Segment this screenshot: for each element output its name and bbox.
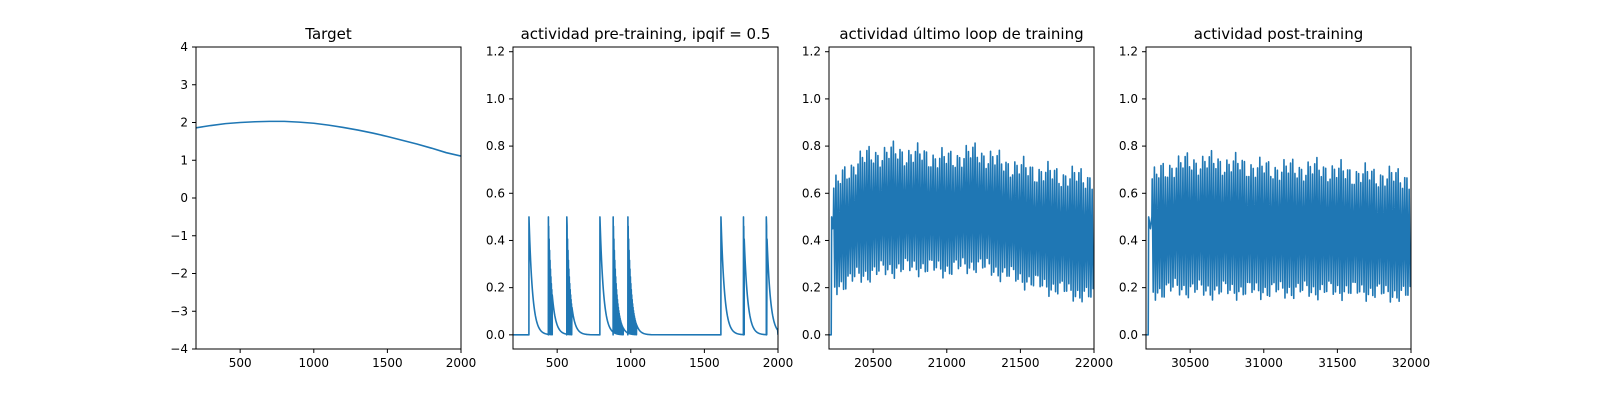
axes-frame [512,46,779,350]
y-tick-label: 0.8 [1119,139,1138,153]
y-tick-label: 0.2 [486,281,505,295]
y-tick-label: 3 [180,78,188,92]
x-tick-label: 30500 [1171,356,1209,370]
y-tick-label: 0.6 [802,186,821,200]
y-tick-label: 0.4 [1119,233,1138,247]
y-tick-label: 0.4 [486,233,505,247]
y-tick-label: 0.2 [1119,281,1138,295]
subplot-title: actividad pre-training, ipqif = 0.5 [521,25,771,43]
x-tick-label: 31000 [1245,356,1283,370]
subplot-panel-1: Target 500 1000 1500 2000 −4 −3 −2 −1 0 1 2 3 4 [170,25,476,370]
y-tick-label: 0.0 [486,328,505,342]
subplot-panel-4: actividad post-training 30500 31000 31500 32… [1119,25,1430,370]
y-tick-label: 4 [180,40,188,54]
series-line [196,120,461,157]
axes-frame [828,46,1095,350]
x-tick-label: 31500 [1318,356,1356,370]
y-tick-label: 0.0 [1119,328,1138,342]
subplot-panel-2: actividad pre-training, ipqif = 0.5 500 10… [486,25,793,370]
y-tick-label: 0.8 [802,139,821,153]
y-tick-label: 0.4 [802,233,821,247]
x-tick-label: 500 [546,356,569,370]
x-tick-label: 1000 [299,356,330,370]
y-tick-label: 1 [180,153,188,167]
series-line [829,140,1094,336]
y-tick-label: 0.6 [486,186,505,200]
axes-frame [1145,46,1412,350]
y-tick-label: 0 [180,191,188,205]
x-tick-label: 1500 [689,356,720,370]
y-tick-label: 1.0 [486,92,505,106]
y-tick-label: 0.2 [802,281,821,295]
y-tick-label: −3 [170,304,188,318]
y-tick-label: 0.8 [486,139,505,153]
x-tick-label: 1500 [372,356,403,370]
y-tick-label: −2 [170,267,188,281]
x-tick-label: 2000 [763,356,794,370]
y-tick-label: 1.0 [1119,92,1138,106]
subplot-title: actividad post-training [1194,25,1363,43]
x-tick-label: 21000 [928,356,966,370]
y-tick-label: 0.6 [1119,186,1138,200]
y-tick-label: 1.2 [802,45,821,59]
subplot-title: actividad último loop de training [839,25,1083,43]
subplot-grid: Target 500 1000 1500 2000 −4 −3 −2 −1 0 1 2 3 4 activi… [170,25,1430,370]
y-tick-label: 1.2 [1119,45,1138,59]
series-line [1146,149,1411,336]
y-tick-label: 1.2 [486,45,505,59]
series-line [513,216,778,336]
x-tick-label: 22000 [1075,356,1113,370]
x-tick-label: 32000 [1392,356,1430,370]
y-tick-label: −4 [170,342,188,356]
y-tick-label: 2 [180,116,188,130]
subplot-panel-3: actividad último loop de training 20500 21… [802,25,1113,370]
y-tick-label: −1 [170,229,188,243]
x-tick-label: 21500 [1001,356,1039,370]
x-tick-label: 2000 [446,356,477,370]
y-tick-label: 1.0 [802,92,821,106]
y-tick-label: 0.0 [802,328,821,342]
x-tick-label: 500 [229,356,252,370]
x-tick-label: 1000 [616,356,647,370]
subplot-title: Target [304,25,352,43]
x-tick-label: 20500 [854,356,892,370]
